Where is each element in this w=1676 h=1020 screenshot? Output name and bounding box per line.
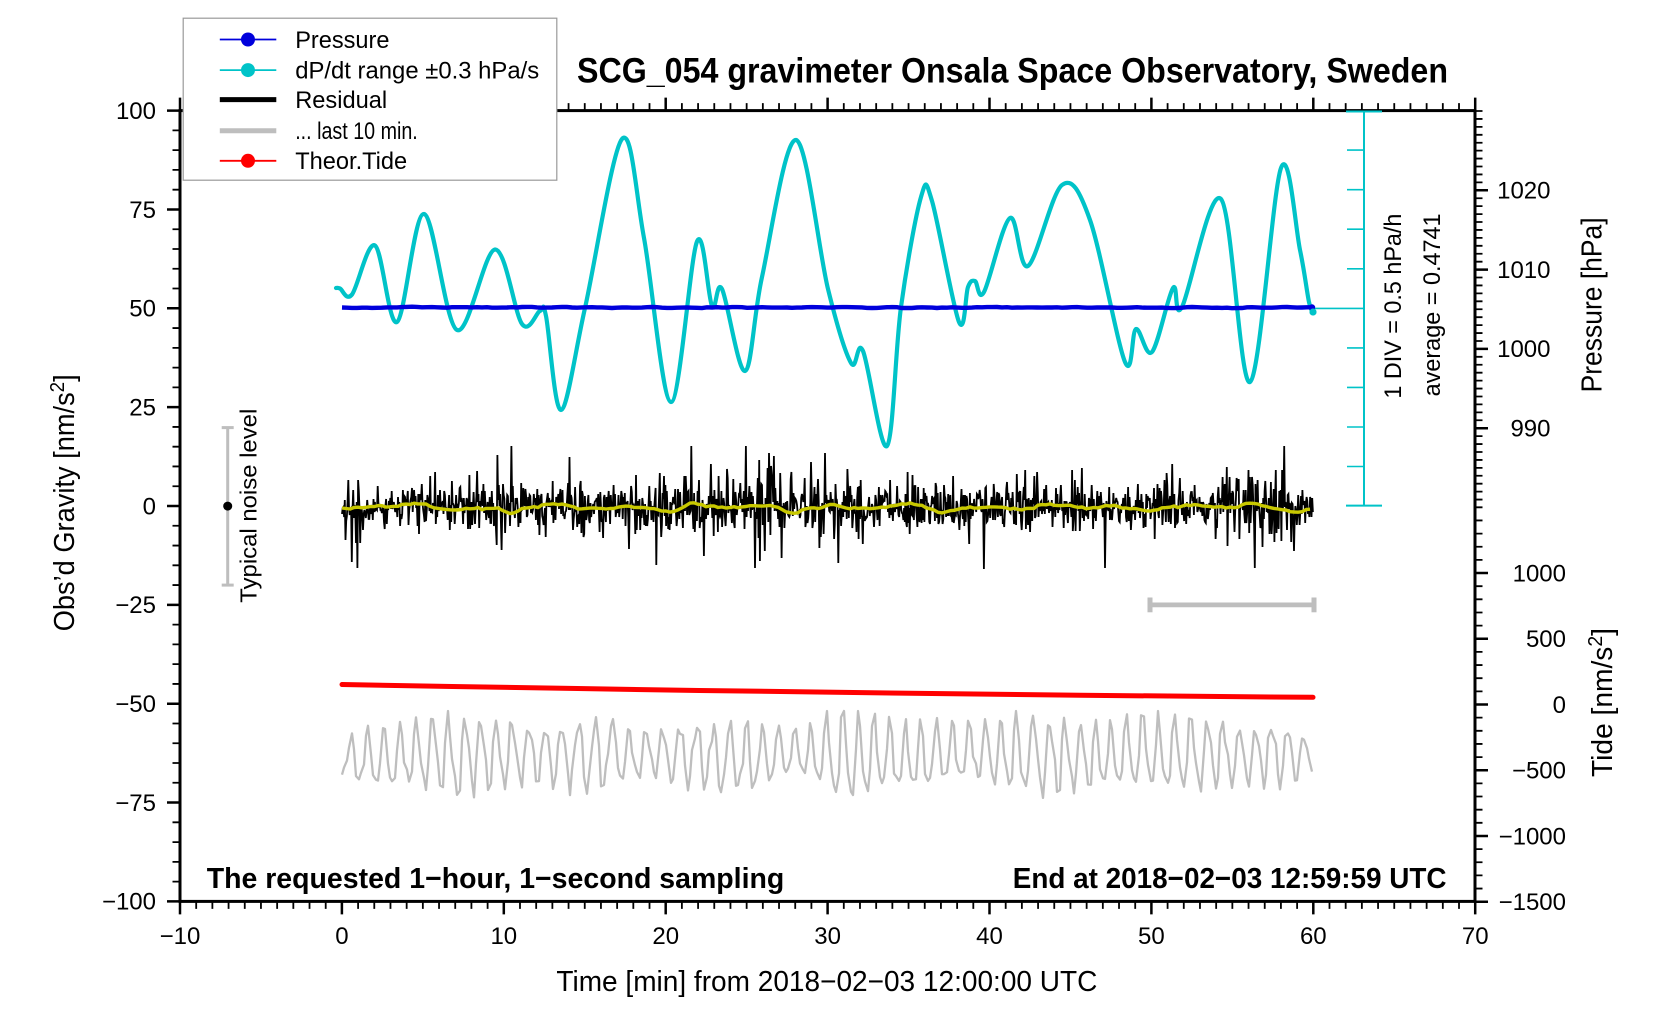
svg-text:Tide [nm/s2]: Tide [nm/s2] (1585, 628, 1619, 777)
svg-text:... last 10 min.: ... last 10 min. (295, 118, 418, 145)
svg-text:Pressure [hPa]: Pressure [hPa] (1577, 217, 1609, 392)
svg-text:70: 70 (1462, 923, 1489, 950)
svg-text:75: 75 (129, 197, 156, 224)
svg-text:500: 500 (1526, 626, 1566, 653)
svg-text:dP/dt range ±0.3 hPa/s: dP/dt range ±0.3 hPa/s (295, 58, 539, 85)
svg-text:Pressure: Pressure (295, 27, 389, 54)
svg-text:Theor.Tide: Theor.Tide (295, 148, 407, 175)
svg-text:−75: −75 (115, 790, 156, 817)
svg-text:1 DIV = 0.5 hPa/h: 1 DIV = 0.5 hPa/h (1380, 214, 1407, 399)
svg-text:25: 25 (129, 394, 156, 421)
svg-text:50: 50 (1138, 923, 1165, 950)
svg-text:average = 0.4741: average = 0.4741 (1419, 213, 1446, 396)
svg-text:−50: −50 (115, 691, 156, 718)
svg-text:30: 30 (814, 923, 841, 950)
svg-text:Typical noise level: Typical noise level (236, 409, 262, 603)
svg-text:−1000: −1000 (1499, 823, 1566, 850)
svg-text:990: 990 (1510, 416, 1550, 443)
svg-text:60: 60 (1300, 923, 1327, 950)
svg-text:End at 2018−02−03 12:59:59 UTC: End at 2018−02−03 12:59:59 UTC (1013, 863, 1447, 895)
svg-text:SCG_054 gravimeter Onsala Spac: SCG_054 gravimeter Onsala Space Observat… (577, 51, 1448, 90)
svg-text:1000: 1000 (1513, 560, 1566, 587)
svg-text:1000: 1000 (1497, 336, 1550, 363)
svg-text:1020: 1020 (1497, 178, 1550, 205)
svg-text:0: 0 (143, 493, 156, 520)
svg-text:20: 20 (652, 923, 679, 950)
svg-text:50: 50 (129, 296, 156, 323)
svg-text:−100: −100 (102, 889, 156, 916)
svg-text:0: 0 (335, 923, 348, 950)
svg-text:−500: −500 (1512, 758, 1566, 785)
svg-text:100: 100 (116, 98, 156, 125)
svg-text:−10: −10 (160, 923, 201, 950)
svg-text:1010: 1010 (1497, 257, 1550, 284)
svg-text:The requested 1−hour, 1−second: The requested 1−hour, 1−second sampling (207, 863, 785, 895)
svg-text:−25: −25 (115, 592, 156, 619)
svg-text:0: 0 (1553, 692, 1566, 719)
svg-text:−1500: −1500 (1499, 889, 1566, 916)
svg-text:Residual: Residual (295, 87, 387, 114)
svg-text:40: 40 (976, 923, 1003, 950)
svg-text:Time [min] from 2018−02−03 12:: Time [min] from 2018−02−03 12:00:00 UTC (556, 966, 1097, 998)
svg-text:Obs’d Gravity [nm/s2]: Obs’d Gravity [nm/s2] (47, 374, 81, 631)
svg-text:10: 10 (490, 923, 517, 950)
